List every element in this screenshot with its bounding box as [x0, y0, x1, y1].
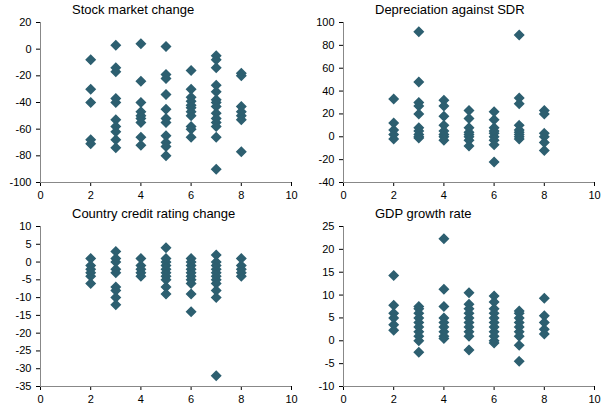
svg-text:-40: -40 [319, 176, 335, 188]
svg-text:5: 5 [25, 238, 31, 250]
svg-text:4: 4 [441, 393, 447, 405]
svg-text:-5: -5 [22, 273, 32, 285]
svg-text:0: 0 [340, 189, 346, 201]
svg-text:0: 0 [328, 130, 334, 142]
svg-text:0: 0 [25, 256, 31, 268]
svg-text:2: 2 [88, 189, 94, 201]
svg-text:-25: -25 [16, 344, 32, 356]
svg-text:-10: -10 [16, 291, 32, 303]
svg-text:100: 100 [316, 16, 334, 28]
svg-text:2: 2 [391, 189, 397, 201]
html-text:Country credit rating change: Country credit rating change [72, 206, 236, 221]
html-text:Stock market change: Stock market change [72, 2, 195, 17]
svg-text:8: 8 [541, 189, 547, 201]
svg-text:40: 40 [322, 85, 334, 97]
svg-text:10: 10 [19, 220, 31, 232]
svg-text:25: 25 [322, 220, 334, 232]
svg-text:20: 20 [322, 243, 334, 255]
svg-text:0: 0 [328, 334, 334, 346]
svg-text:60: 60 [322, 62, 334, 74]
svg-text:6: 6 [188, 189, 194, 201]
svg-text:4: 4 [138, 189, 144, 201]
svg-text:10: 10 [322, 289, 334, 301]
svg-text:-40: -40 [16, 96, 32, 108]
svg-text:-10: -10 [319, 380, 335, 392]
svg-text:8: 8 [238, 393, 244, 405]
svg-text:2: 2 [88, 393, 94, 405]
svg-text:6: 6 [491, 189, 497, 201]
svg-text:-80: -80 [16, 149, 32, 161]
svg-text:4: 4 [441, 189, 447, 201]
svg-text:6: 6 [491, 393, 497, 405]
html-text:Depreciation against SDR: Depreciation against SDR [375, 2, 525, 17]
svg-text:-100: -100 [9, 176, 31, 188]
svg-text:0: 0 [340, 393, 346, 405]
svg-text:10: 10 [588, 393, 600, 405]
svg-text:0: 0 [37, 189, 43, 201]
svg-text:-35: -35 [16, 380, 32, 392]
svg-text:0: 0 [37, 393, 43, 405]
svg-text:-5: -5 [325, 357, 335, 369]
svg-text:80: 80 [322, 39, 334, 51]
svg-text:10: 10 [588, 189, 600, 201]
svg-text:-20: -20 [16, 69, 32, 81]
svg-text:15: 15 [322, 266, 334, 278]
svg-text:10: 10 [285, 393, 297, 405]
svg-text:8: 8 [238, 189, 244, 201]
svg-text:-15: -15 [16, 309, 32, 321]
svg-text:20: 20 [19, 16, 31, 28]
svg-text:-20: -20 [319, 153, 335, 165]
svg-text:4: 4 [138, 393, 144, 405]
svg-text:-20: -20 [16, 327, 32, 339]
svg-text:20: 20 [322, 107, 334, 119]
svg-text:-30: -30 [16, 362, 32, 374]
svg-text:5: 5 [328, 311, 334, 323]
svg-text:6: 6 [188, 393, 194, 405]
svg-text:0: 0 [25, 43, 31, 55]
svg-text:-60: -60 [16, 123, 32, 135]
html-text:GDP growth rate: GDP growth rate [375, 206, 472, 221]
svg-text:2: 2 [391, 393, 397, 405]
svg-text:10: 10 [285, 189, 297, 201]
svg-text:8: 8 [541, 393, 547, 405]
